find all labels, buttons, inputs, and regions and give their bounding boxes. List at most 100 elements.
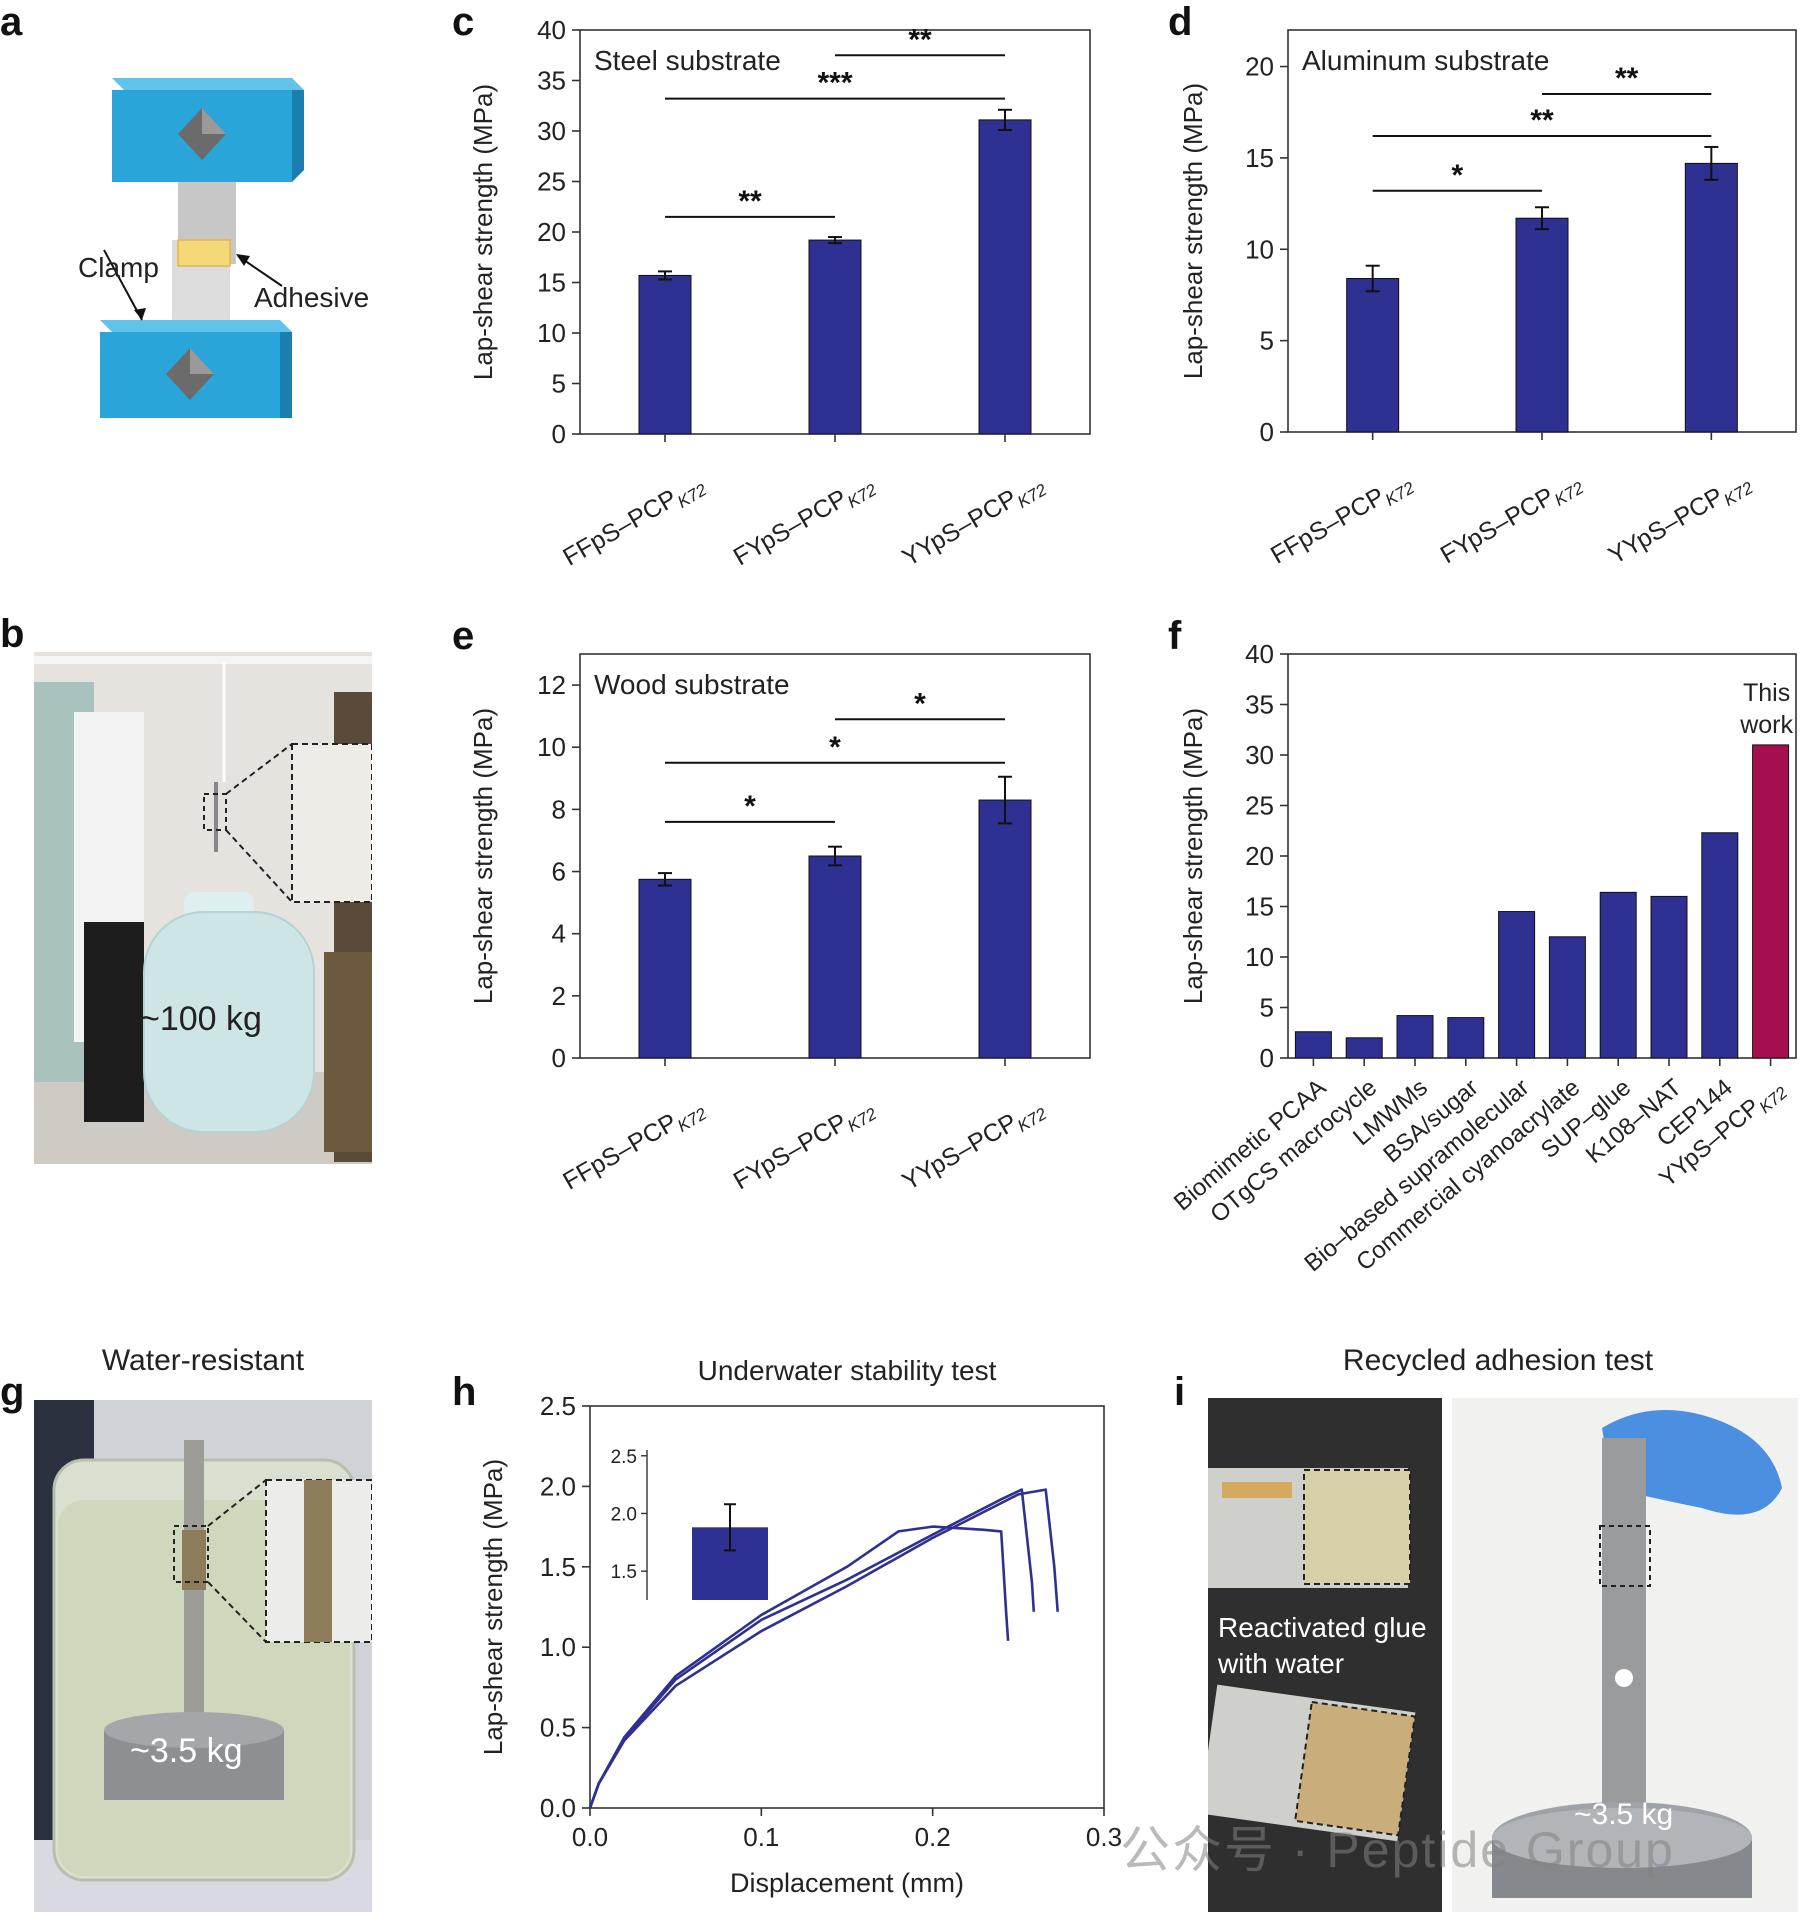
y-tick-label: 6 xyxy=(552,857,566,887)
annotation-this: This xyxy=(1743,679,1790,707)
inset-y-tick-label: 2.0 xyxy=(611,1504,637,1525)
bar xyxy=(1752,744,1790,1059)
bar xyxy=(1498,911,1536,1059)
y-tick-label: 10 xyxy=(1245,234,1274,264)
y-axis-label: Lap-shear strength (MPa) xyxy=(1178,708,1208,1004)
y-tick-label: 0 xyxy=(552,1043,566,1073)
watermark: 公众号 · Peptide Group xyxy=(1120,1822,1675,1878)
chart-h: Underwater stability test 0.0 0.5 1.0 1.5 2.0… xyxy=(478,1355,1122,1898)
x-tick-label: FFpS–PCPK72 xyxy=(558,1093,710,1199)
bar xyxy=(1447,1017,1485,1059)
recycled-adhesion-photo-left xyxy=(1208,1398,1442,1912)
y-tick-label: 30 xyxy=(1245,740,1274,770)
bottom-clamp xyxy=(100,320,292,418)
panel-g-title: Water-resistant xyxy=(101,1344,305,1377)
y-axis-label: Lap-shear strength (MPa) xyxy=(478,1459,508,1755)
panel-letter-f: f xyxy=(1168,614,1182,658)
bar xyxy=(808,855,862,1059)
y-tick-label: 0 xyxy=(552,419,566,449)
y-tick-label: 1.0 xyxy=(540,1632,576,1662)
y-tick-label: 5 xyxy=(1260,326,1274,356)
bar xyxy=(1548,936,1586,1059)
y-tick-label: 4 xyxy=(552,919,566,949)
y-tick-label: 2.5 xyxy=(540,1391,576,1421)
x-tick-label: 0.2 xyxy=(915,1822,951,1852)
y-tick-label: 10 xyxy=(1245,942,1274,972)
reactivated-note-line2: with water xyxy=(1218,1648,1345,1679)
y-tick-label: 35 xyxy=(1245,690,1274,720)
y-tick-label: 30 xyxy=(537,116,566,146)
x-tick-label: 0.0 xyxy=(572,1822,608,1852)
bar xyxy=(1650,895,1688,1059)
y-tick-label: 20 xyxy=(1245,841,1274,871)
panel-letter-i: i xyxy=(1174,1370,1186,1414)
significance-label: * xyxy=(744,790,756,823)
significance-label: ** xyxy=(908,23,932,56)
y-tick-label: 15 xyxy=(1245,892,1274,922)
panel-letter-b: b xyxy=(0,612,25,656)
y-tick-label: 10 xyxy=(537,318,566,348)
x-tick-label: 0.3 xyxy=(1086,1822,1122,1852)
chart-title: Steel substrate xyxy=(594,45,781,76)
y-tick-label: 40 xyxy=(1245,639,1274,669)
bar xyxy=(1515,217,1569,433)
clamp-label: Clamp xyxy=(78,252,159,283)
y-tick-label: 0.0 xyxy=(540,1793,576,1823)
plot-frame xyxy=(589,1405,1105,1809)
series-line xyxy=(588,1525,1010,1809)
panel-letter-g: g xyxy=(0,1370,25,1414)
weight-label-b: ~100 kg xyxy=(140,1000,262,1038)
top-clamp xyxy=(112,78,304,182)
recycled-adhesion-photo-right xyxy=(1452,1398,1798,1912)
y-tick-label: 5 xyxy=(1260,993,1274,1023)
chart-c: 0 5 10 15 20 25 30 35 40 FFpS–PCPK72 FYpS–PCPK72 YY… xyxy=(468,15,1091,576)
y-tick-label: 1.5 xyxy=(540,1552,576,1582)
y-axis-label: Lap-shear strength (MPa) xyxy=(468,84,498,380)
bar xyxy=(1701,832,1739,1059)
bar xyxy=(978,799,1032,1059)
y-tick-label: 40 xyxy=(537,15,566,45)
weight-label-g: ~3.5 kg xyxy=(130,1732,243,1770)
chart-d: 0 5 10 15 20 FFpS–PCPK72 FYpS–PCPK72 YYpS–PCPK7… xyxy=(1178,29,1797,574)
x-tick-label: FYpS–PCPK72 xyxy=(729,1093,881,1199)
y-tick-label: 5 xyxy=(552,369,566,399)
x-tick-label: FFpS–PCPK72 xyxy=(1266,467,1418,573)
y-tick-label: 0 xyxy=(1260,1043,1274,1073)
y-tick-label: 12 xyxy=(537,670,566,700)
lap-shear-schematic xyxy=(100,78,304,418)
y-tick-label: 35 xyxy=(537,66,566,96)
inset-y-tick-label: 1.5 xyxy=(611,1562,637,1583)
significance-label: * xyxy=(829,731,841,764)
bar xyxy=(1396,1015,1434,1059)
bar xyxy=(1345,1037,1383,1059)
y-tick-label: 15 xyxy=(537,268,566,298)
adhesive-label: Adhesive xyxy=(254,282,370,313)
bar xyxy=(1599,891,1637,1059)
y-tick-label: 0.5 xyxy=(540,1713,576,1743)
x-tick-label: FYpS–PCPK72 xyxy=(729,469,881,575)
chart-title: Underwater stability test xyxy=(698,1355,997,1386)
clamp-arrow xyxy=(103,249,143,321)
bar xyxy=(638,878,692,1059)
x-tick-label: FFpS–PCPK72 xyxy=(558,469,710,575)
panel-letter-d: d xyxy=(1168,0,1193,44)
hanging-weight-photo xyxy=(34,652,372,1164)
significance-label: ** xyxy=(738,185,762,218)
x-tick-label: YYpS–PCPK72 xyxy=(1604,467,1757,574)
series-line xyxy=(588,1488,1036,1809)
x-tick-label: YYpS–PCPK72 xyxy=(897,469,1050,576)
panel-letter-e: e xyxy=(452,614,475,658)
y-tick-label: 25 xyxy=(537,167,566,197)
water-resistant-photo xyxy=(34,1400,372,1912)
significance-label: * xyxy=(1451,159,1463,192)
adhesive-layer xyxy=(177,239,231,267)
bar xyxy=(978,119,1032,435)
significance-label: ** xyxy=(1530,104,1554,137)
y-tick-label: 15 xyxy=(1245,143,1274,173)
chart-e: 0 2 4 6 8 10 12 FFpS–PCPK72 FYpS–PCPK72 YYpS–PCPK… xyxy=(468,653,1091,1199)
significance-label: ** xyxy=(1615,62,1639,95)
annotation-work: work xyxy=(1739,711,1793,739)
weight-label-i: ~3.5 kg xyxy=(1574,1798,1674,1831)
bar xyxy=(1346,278,1400,433)
